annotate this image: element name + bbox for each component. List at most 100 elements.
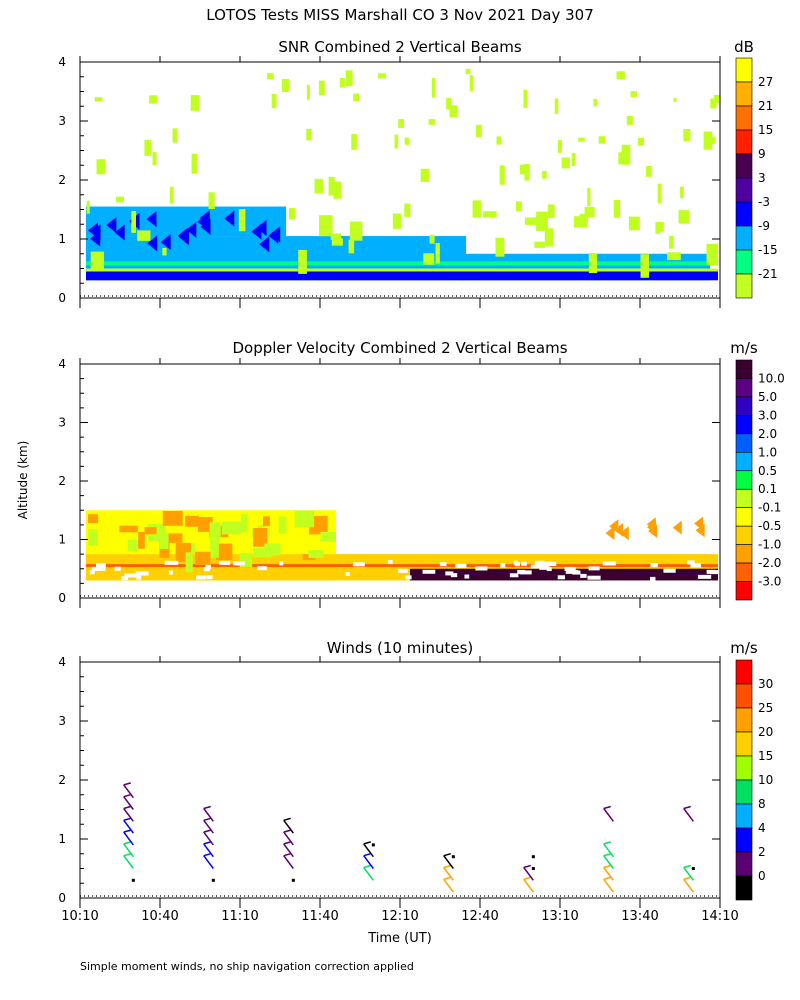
dop-blob — [241, 514, 247, 533]
snr-speckle — [394, 134, 398, 148]
snr-speckle — [340, 78, 345, 88]
doppler-unit-label: m/s — [730, 339, 758, 357]
wind-barb-flag — [604, 877, 611, 879]
dop-gap — [219, 561, 230, 565]
snr-speckle — [446, 98, 451, 109]
snr-speckle-low — [545, 228, 553, 246]
dop-gap — [205, 565, 211, 569]
colorbar-tick-label: -1.0 — [758, 538, 781, 552]
y-tick-label: 1 — [58, 832, 66, 846]
snr-speckle — [646, 166, 652, 177]
snr-speckle-low — [349, 240, 355, 254]
dop-gap — [136, 572, 149, 576]
wind-calm-dot — [372, 843, 375, 846]
figure-title: LOTOS Tests MISS Marshall CO 3 Nov 2021 … — [206, 6, 593, 24]
wind-barb-flag — [364, 842, 371, 844]
dop-gap — [121, 576, 128, 580]
wind-barb — [524, 879, 534, 892]
snr-speckle — [315, 179, 323, 194]
wind-barb-flag — [524, 866, 531, 868]
dop-blob — [195, 552, 210, 565]
y-tick-label: 0 — [58, 891, 66, 905]
dop-gap — [423, 570, 436, 574]
snr-speckle — [398, 119, 404, 128]
colorbar-swatch — [736, 226, 752, 250]
dop-gap — [279, 561, 283, 565]
colorbar-tick-label: 4 — [758, 821, 766, 835]
colorbar-swatch — [736, 660, 752, 684]
x-tick-label: 10:40 — [141, 909, 178, 924]
snr-speckle-low — [298, 250, 307, 274]
snr-speckle — [209, 192, 215, 209]
snr-speckle — [346, 70, 353, 86]
colorbar-tick-label: 2.0 — [758, 427, 777, 441]
colorbar-tick-label: 2 — [758, 845, 766, 859]
snr-speckle-low — [629, 217, 640, 231]
colorbar-swatch — [736, 852, 752, 876]
colorbar-swatch — [736, 202, 752, 226]
dop-gap — [96, 563, 106, 567]
wind-barb-flag — [604, 866, 611, 868]
wind-barb-flag — [124, 807, 131, 809]
snr-speckle — [673, 98, 676, 102]
dop-gap — [589, 566, 600, 570]
dop-gap — [521, 562, 527, 566]
snr-speckle — [683, 129, 690, 141]
colorbar-tick-label: 20 — [758, 725, 773, 739]
wind-calm-dot — [532, 867, 535, 870]
snr-speckle — [599, 136, 605, 143]
dop-gap — [464, 575, 469, 579]
snr-speckle — [516, 201, 522, 211]
colorbar-tick-label: 21 — [758, 99, 773, 113]
snr-speckle — [404, 204, 410, 218]
snr-speckle — [378, 73, 386, 78]
colorbar-tick-label: -15 — [758, 243, 778, 257]
snr-speckle-low — [137, 230, 150, 240]
colorbar-swatch — [736, 434, 752, 452]
snr-speckle — [558, 140, 562, 153]
snr-speckle-low — [319, 215, 333, 236]
wind-barb-flag — [364, 866, 371, 868]
y-tick-label: 2 — [58, 173, 66, 187]
dop-gap — [558, 575, 565, 579]
dop-blob — [186, 552, 193, 572]
wind-barb-flag — [124, 842, 131, 844]
doppler-panel-title: Doppler Velocity Combined 2 Vertical Bea… — [232, 339, 567, 357]
colorbar-swatch — [736, 452, 752, 470]
x-axis-label: Time (UT) — [367, 931, 432, 946]
wind-barb — [444, 879, 454, 892]
snr-speckle — [466, 69, 471, 74]
colorbar-tick-label: 9 — [758, 147, 766, 161]
snr-speckle — [476, 125, 482, 137]
x-tick-label: 13:10 — [541, 909, 578, 924]
wind-barb-flag — [684, 877, 691, 879]
snr-speckle — [319, 81, 325, 96]
snr-speckle — [429, 119, 436, 125]
dop-gap — [500, 563, 505, 567]
snr-speckle — [578, 138, 585, 142]
colorbar-tick-label: 15 — [758, 749, 773, 763]
colorbar-swatch — [736, 154, 752, 178]
dop-gap — [388, 560, 393, 564]
colorbar-swatch — [736, 250, 752, 274]
panel-3: 0123410:10 10:40 11:10 11:40 12:10 12:40 13:10… — [58, 655, 773, 924]
snr-speckle-low — [430, 235, 435, 244]
colorbar-swatch — [736, 360, 752, 378]
dop-gap — [196, 575, 206, 579]
snr-speckle — [658, 184, 662, 203]
snr-speckle-low — [350, 222, 363, 241]
colorbar-tick-label: 0.1 — [758, 482, 777, 496]
colorbar-tick-label: 0 — [758, 869, 766, 883]
dop-blob — [222, 522, 241, 535]
colorbar-swatch — [736, 780, 752, 804]
snr-speckle-low — [423, 253, 434, 264]
wind-barb — [284, 856, 294, 869]
winds-panel-title: Winds (10 minutes) — [327, 639, 474, 657]
dop-gap — [346, 572, 350, 576]
snr-speckle-low — [393, 213, 401, 228]
colorbar-tick-label: 1.0 — [758, 445, 777, 459]
wind-barb-flag — [524, 877, 531, 879]
dop-gap — [510, 573, 519, 577]
dop-gap — [398, 569, 408, 573]
snr-speckle-low — [574, 216, 588, 227]
